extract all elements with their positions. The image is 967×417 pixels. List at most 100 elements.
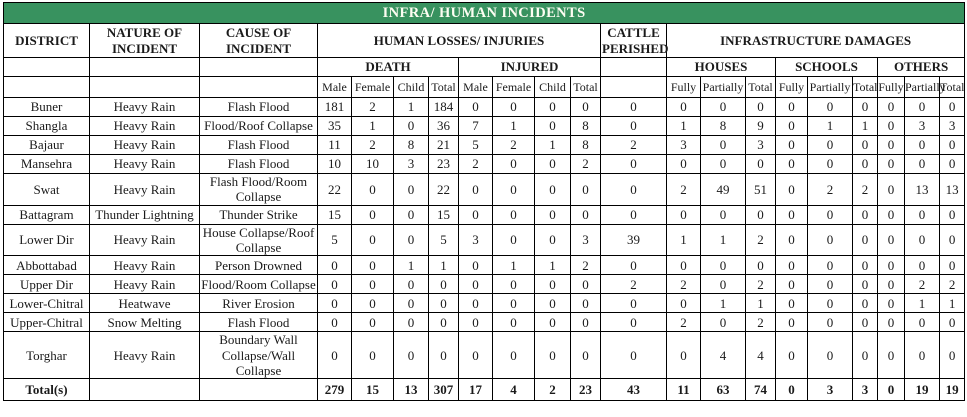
totals-label: Total(s) bbox=[3, 378, 90, 402]
schools-total-cell: 0 bbox=[852, 97, 878, 117]
schools-total-cell: 0 bbox=[852, 331, 878, 380]
totals-houses-fully-cell: 11 bbox=[666, 378, 701, 402]
sub-header-houses-fully: Fully bbox=[666, 76, 701, 98]
injured-total-cell: 0 bbox=[570, 97, 601, 117]
houses-total-cell: 51 bbox=[745, 173, 776, 206]
table-row: Shangla Heavy Rain Flood/Roof Collapse 35 1 0… bbox=[3, 116, 966, 136]
table-row: Upper Dir Heavy Rain Flood/Room Collapse 0 0… bbox=[3, 274, 966, 295]
totals-houses-partially-cell: 63 bbox=[700, 378, 746, 402]
others-total-cell: 0 bbox=[938, 135, 966, 155]
injured-total-cell: 0 bbox=[570, 312, 601, 333]
others-partially-cell: 0 bbox=[904, 97, 940, 117]
houses-total-cell: 0 bbox=[745, 97, 776, 117]
injured-male-cell: 5 bbox=[458, 135, 493, 155]
death-total-cell: 1 bbox=[428, 255, 459, 276]
others-fully-cell: 0 bbox=[877, 274, 905, 295]
houses-total-cell: 0 bbox=[745, 255, 776, 276]
table-row: Lower-Chitral Heatwave River Erosion 0 0 0 0 0 0… bbox=[3, 293, 966, 314]
sub-header-schools-fully: Fully bbox=[775, 76, 808, 98]
sub-header-injured-male: Male bbox=[458, 76, 493, 98]
injured-total-cell: 0 bbox=[570, 331, 601, 380]
injured-child-cell: 0 bbox=[534, 312, 571, 333]
death-child-cell: 0 bbox=[393, 173, 429, 206]
sub-header-houses-total: Total bbox=[745, 76, 776, 98]
sub-header-death-total: Total bbox=[428, 76, 459, 98]
cattle-perished-cell: 0 bbox=[600, 97, 667, 117]
houses-fully-cell: 2 bbox=[666, 312, 701, 333]
schools-partially-cell: 0 bbox=[807, 293, 853, 314]
others-partially-cell: 0 bbox=[904, 135, 940, 155]
others-partially-cell: 0 bbox=[904, 331, 940, 380]
schools-total-cell: 0 bbox=[852, 293, 878, 314]
death-child-cell: 0 bbox=[393, 274, 429, 295]
injured-male-cell: 0 bbox=[458, 312, 493, 333]
injured-male-cell: 3 bbox=[458, 223, 493, 257]
injured-child-cell: 0 bbox=[534, 204, 571, 225]
houses-partially-cell: 4 bbox=[700, 331, 746, 380]
col-header-human-losses: HUMAN LOSSES/ INJURIES bbox=[317, 23, 601, 58]
injured-female-cell: 1 bbox=[492, 255, 535, 276]
death-total-cell: 0 bbox=[428, 293, 459, 314]
injured-female-cell: 0 bbox=[492, 154, 535, 174]
death-male-cell: 15 bbox=[317, 204, 352, 225]
death-child-cell: 0 bbox=[393, 223, 429, 257]
cattle-perished-cell: 0 bbox=[600, 331, 667, 380]
schools-fully-cell: 0 bbox=[775, 312, 808, 333]
totals-schools-total-cell: 3 bbox=[852, 378, 878, 402]
totals-row: Total(s) 279 15 13 307 17 4 2 23 43 11 63 74 0 3 3 0 19 19 bbox=[3, 378, 966, 402]
injured-male-cell: 0 bbox=[458, 173, 493, 206]
others-total-cell: 0 bbox=[938, 97, 966, 117]
injured-male-cell: 0 bbox=[458, 331, 493, 380]
header-row-groups: DEATH INJURED HOUSES SCHOOLS OTHERS bbox=[3, 57, 966, 77]
death-male-cell: 10 bbox=[317, 154, 352, 174]
others-partially-cell: 1 bbox=[904, 293, 940, 314]
death-female-cell: 0 bbox=[351, 223, 394, 257]
nature-of-incident-cell: Heavy Rain bbox=[89, 223, 200, 257]
spacer-cell bbox=[89, 57, 200, 77]
table-foot: Total(s) 279 15 13 307 17 4 2 23 43 11 63 74 0 3 3 0 19 19 bbox=[3, 378, 966, 402]
header-row-main: DISTRICT NATURE OF INCIDENT CAUSE OF INC… bbox=[3, 23, 966, 58]
death-female-cell: 0 bbox=[351, 293, 394, 314]
col-header-cause-of-incident: CAUSE OF INCIDENT bbox=[199, 23, 318, 58]
totals-death-child-cell: 13 bbox=[393, 378, 429, 402]
schools-partially-cell: 0 bbox=[807, 97, 853, 117]
sub-header-schools-total: Total bbox=[852, 76, 878, 98]
cause-of-incident-cell: Flash Flood bbox=[199, 154, 318, 174]
others-partially-cell: 0 bbox=[904, 204, 940, 225]
table-row: Bajaur Heavy Rain Flash Flood 11 2 8 21 5 2 1 8 2 3 0… bbox=[3, 135, 966, 155]
totals-others-total-cell: 19 bbox=[938, 378, 966, 402]
injured-female-cell: 0 bbox=[492, 274, 535, 295]
death-total-cell: 15 bbox=[428, 204, 459, 225]
page: INFRA/ HUMAN INCIDENTS DISTRICT NATURE O… bbox=[2, 2, 966, 402]
others-fully-cell: 0 bbox=[877, 135, 905, 155]
death-female-cell: 0 bbox=[351, 312, 394, 333]
cause-of-incident-cell: Thunder Strike bbox=[199, 204, 318, 225]
group-header-schools: SCHOOLS bbox=[775, 57, 878, 77]
death-male-cell: 0 bbox=[317, 255, 352, 276]
totals-injured-female-cell: 4 bbox=[492, 378, 535, 402]
injured-child-cell: 0 bbox=[534, 274, 571, 295]
injured-female-cell: 0 bbox=[492, 312, 535, 333]
nature-of-incident-cell: Heavy Rain bbox=[89, 135, 200, 155]
death-male-cell: 0 bbox=[317, 274, 352, 295]
houses-total-cell: 2 bbox=[745, 223, 776, 257]
injured-female-cell: 2 bbox=[492, 135, 535, 155]
cattle-perished-cell: 0 bbox=[600, 173, 667, 206]
death-total-cell: 21 bbox=[428, 135, 459, 155]
nature-of-incident-cell: Heavy Rain bbox=[89, 173, 200, 206]
totals-schools-partially-cell: 3 bbox=[807, 378, 853, 402]
death-child-cell: 0 bbox=[393, 293, 429, 314]
table-row: Torghar Heavy Rain Boundary Wall Collapse/… bbox=[3, 331, 966, 380]
cattle-perished-cell: 2 bbox=[600, 274, 667, 295]
injured-female-cell: 0 bbox=[492, 204, 535, 225]
col-header-infrastructure-damages: INFRASTRUCTURE DAMAGES bbox=[665, 23, 966, 58]
houses-fully-cell: 3 bbox=[666, 135, 701, 155]
nature-of-incident-cell: Heavy Rain bbox=[89, 255, 200, 276]
totals-injured-child-cell: 2 bbox=[534, 378, 571, 402]
death-total-cell: 0 bbox=[428, 331, 459, 380]
spacer-cell bbox=[199, 76, 318, 98]
death-total-cell: 184 bbox=[428, 97, 459, 117]
others-fully-cell: 0 bbox=[877, 223, 905, 257]
sub-header-death-male: Male bbox=[317, 76, 352, 98]
sub-header-others-total: Total bbox=[938, 76, 966, 98]
